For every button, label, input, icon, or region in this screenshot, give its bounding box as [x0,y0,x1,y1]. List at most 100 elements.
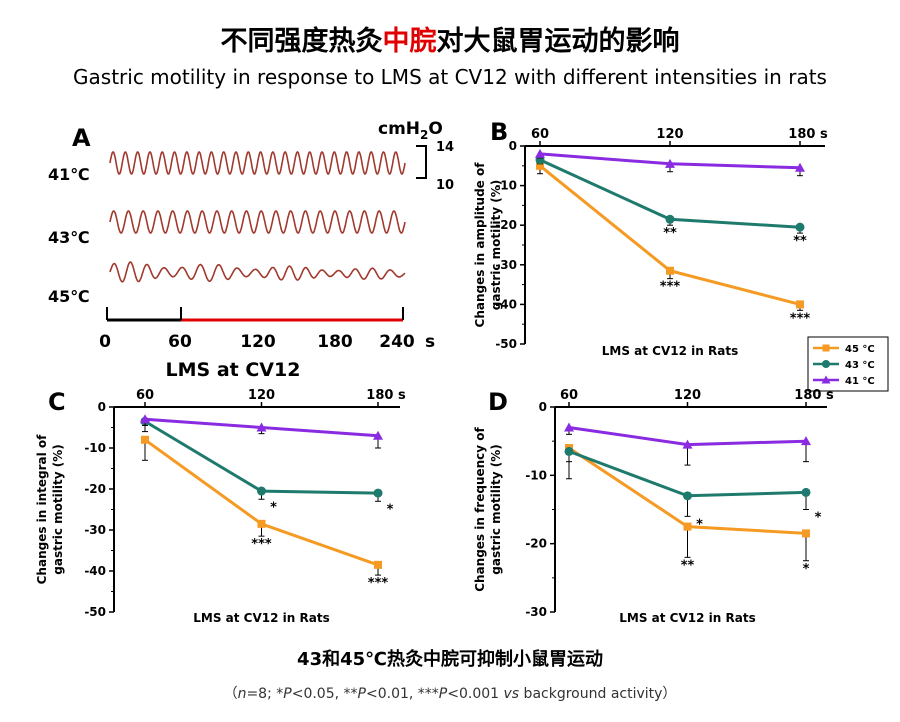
panel-letter: C [48,388,66,416]
panel-letter: D [488,388,508,416]
legend-label-0: 45 °C [845,344,875,355]
x-tick-label: 60 [560,388,578,403]
y-axis-label-line2: gastric motility (%) [51,444,65,574]
panel-letter-a: A [72,124,91,152]
y-tick-label: -30 [525,605,547,619]
y-axis-label-line2: gastric motility (%) [489,180,503,310]
trace-41c [109,151,406,175]
x-tick-label: 180 s [794,388,834,403]
data-point [373,488,383,498]
data-point [257,486,266,496]
y-axis-label-line1: Changes in integral of [35,434,49,585]
significance-label: *** [368,576,389,591]
significance-label: ** [793,234,807,249]
legend: 45 °C 43 °C 41 °C [807,336,889,392]
x-axis-label: LMS at CV12 in Rats [619,611,755,625]
data-point [256,422,267,432]
trace-43c [109,210,406,234]
y-tick-label: -20 [84,482,106,496]
time-label-0: 0 [99,332,111,352]
significance-label: * [387,502,394,517]
chinese-title: 不同强度热灸中脘对大鼠胃运动的影响 [221,25,680,57]
x-tick-label: 120 [674,388,701,403]
trace-label-45: 45℃ [48,287,90,306]
x-axis-label: LMS at CV12 in Rats [193,611,329,625]
significance-label: * [803,562,810,577]
scale-bottom-label: 10 [436,178,454,193]
data-point [795,162,805,172]
significance-label: * [815,511,822,526]
data-point [665,214,675,224]
x-tick-label: 180 s [788,127,828,142]
panel-b: B 0 -10 -20 -30 -40 -50 60 120 180 s Changes in am… [473,118,828,358]
y-tick-label: 0 [98,400,106,414]
y-tick-label: -10 [495,179,517,193]
x-tick-label: 60 [136,388,154,403]
panel-letter: B [490,118,508,146]
amplitude-scale-bar [416,145,427,179]
time-label-120: 120 [240,332,276,352]
trace-label-41: 41℃ [48,165,90,184]
panel-a-xlabel: LMS at CV12 [166,359,301,381]
x-tick-label: 180 s [366,388,406,403]
x-tick-label: 60 [531,127,549,142]
y-tick-label: 0 [509,139,517,153]
significance-label: *** [251,537,272,552]
y-tick-label: -10 [84,441,106,455]
data-point [795,222,805,232]
time-label-240: 240 [379,332,415,352]
conclusion-text: 43和45℃热灸中脘可抑制小鼠胃运动 [297,648,603,670]
data-point [683,522,692,531]
data-point [802,529,810,538]
data-point [373,430,383,440]
y-axis-label-line1: Changes in amplitude of [473,162,487,328]
data-point [141,435,149,444]
y-tick-label: -30 [84,523,106,537]
data-point [666,266,674,275]
time-unit: s [425,332,435,352]
time-label-60: 60 [168,332,192,352]
y-tick-label: -50 [495,337,517,351]
data-point [374,560,382,569]
legend-marker-1 [822,360,830,368]
y-tick-label: -50 [84,605,106,619]
legend-label-2: 41 °C [845,376,875,387]
y-tick-label: -10 [525,468,547,482]
data-point [564,422,574,432]
data-point [536,161,544,170]
significance-label: ** [681,558,695,573]
y-tick-label: -40 [84,564,106,578]
data-point [801,436,811,446]
y-tick-label: 0 [539,400,547,414]
y-axis-label-line1: Changes in frequency of [473,426,487,591]
data-point [665,158,675,168]
legend-marker-2 [821,375,831,384]
legend-marker-0 [822,344,830,352]
x-tick-label: 120 [248,388,275,403]
significance-label: * [696,517,703,532]
data-point [257,519,266,528]
unit-label: cmH2O [378,119,443,142]
significance-label: ** [663,226,677,241]
legend-label-1: 43 °C [845,360,875,371]
panel-a: A cmH2O 14 10 41℃ 43℃ 45℃ 0 60 120 180 2… [48,119,454,381]
data-point [682,439,693,449]
y-tick-label: -40 [495,297,517,311]
significance-label: * [270,500,277,515]
y-tick-label: -30 [495,258,517,272]
data-point [683,491,692,501]
x-tick-label: 120 [656,127,683,142]
trace-label-43: 43℃ [48,228,90,247]
data-point [535,148,545,158]
significance-label: *** [660,280,681,295]
x-axis-label: LMS at CV12 in Rats [602,344,738,358]
time-label-180: 180 [317,332,353,352]
y-axis-label-line2: gastric motility (%) [489,444,503,574]
stats-note: （n=8; *P<0.05, **P<0.01, ***P<0.001 vs b… [224,686,677,702]
trace-45c [109,261,406,283]
y-tick-label: -20 [525,537,547,551]
y-tick-label: -20 [495,218,517,232]
significance-label: *** [790,311,811,326]
panel-c: C 0 -10 -20 -30 -40 -50 60 120 180 s Changes in in… [35,388,406,625]
